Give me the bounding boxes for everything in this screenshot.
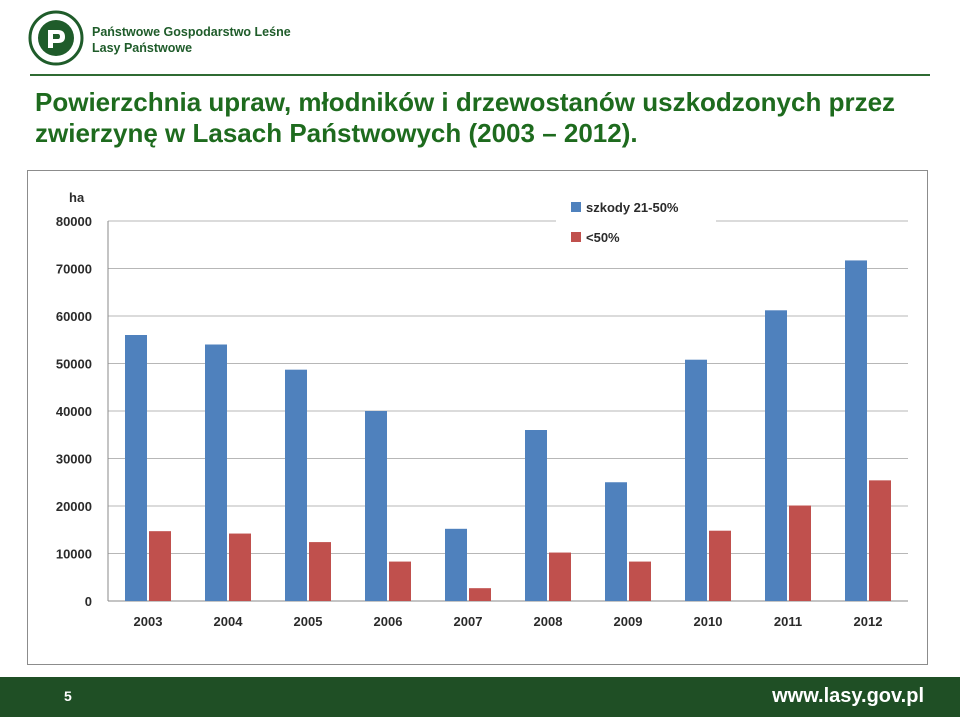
y-tick-label: 0 xyxy=(85,594,92,609)
brand-line1: Państwowe Gospodarstwo Leśne xyxy=(92,25,291,39)
y-axis-unit-label: ha xyxy=(69,190,85,205)
x-tick-label: 2007 xyxy=(454,614,483,629)
bar-szkody-21-50-2003 xyxy=(125,335,147,601)
legend-swatch xyxy=(571,202,581,212)
header: Państwowe Gospodarstwo Leśne Lasy Państw… xyxy=(0,0,960,78)
brand-text: Państwowe Gospodarstwo Leśne Lasy Państw… xyxy=(92,24,291,56)
x-tick-label: 2009 xyxy=(614,614,643,629)
site-url[interactable]: www.lasy.gov.pl xyxy=(772,685,924,707)
chart-frame: 0 10000 20000 30000 40000 50000 60000 70000 8000… xyxy=(27,170,928,665)
y-tick-label: 30000 xyxy=(56,452,92,467)
bar-lt-50-2008 xyxy=(549,552,571,601)
legend: szkody 21-50% <50% xyxy=(556,191,716,255)
bar-szkody-21-50-2008 xyxy=(525,430,547,601)
y-tick-label: 10000 xyxy=(56,547,92,562)
y-tick-label: 80000 xyxy=(56,214,92,229)
bar-lt-50-2010 xyxy=(709,530,731,601)
legend-swatch xyxy=(571,232,581,242)
x-tick-label: 2011 xyxy=(774,614,802,629)
x-tick-label: 2010 xyxy=(694,614,723,629)
x-tick-label: 2012 xyxy=(854,614,883,629)
x-tick-label: 2008 xyxy=(534,614,563,629)
bar-szkody-21-50-2011 xyxy=(765,310,787,601)
legend-label: <50% xyxy=(586,230,620,245)
y-tick-label: 20000 xyxy=(56,499,92,514)
bar-lt-50-2004 xyxy=(229,533,251,601)
bar-lt-50-2005 xyxy=(309,542,331,601)
x-tick-label: 2006 xyxy=(374,614,403,629)
lasy-panstwowe-logo xyxy=(28,10,84,66)
bar-lt-50-2009 xyxy=(629,561,651,601)
header-divider xyxy=(30,74,930,76)
bar-szkody-21-50-2005 xyxy=(285,369,307,601)
y-tick-label: 40000 xyxy=(56,404,92,419)
slide-title: Powierzchnia upraw, młodników i drzewost… xyxy=(35,87,896,148)
bar-szkody-21-50-2004 xyxy=(205,344,227,601)
brand-line2: Lasy Państwowe xyxy=(92,41,193,55)
y-tick-label: 70000 xyxy=(56,262,92,277)
bar-szkody-21-50-2009 xyxy=(605,482,627,601)
gridlines xyxy=(108,220,908,554)
bars xyxy=(125,260,891,601)
legend-label: szkody 21-50% xyxy=(586,200,679,215)
footer-bar: 5 www.lasy.gov.pl xyxy=(0,677,960,717)
page-number: 5 xyxy=(64,688,72,704)
x-tick-label: 2004 xyxy=(214,614,244,629)
legend-background xyxy=(556,191,716,255)
bar-lt-50-2011 xyxy=(789,505,811,601)
bar-szkody-21-50-2012 xyxy=(845,260,867,601)
bar-lt-50-2006 xyxy=(389,561,411,601)
x-tick-label: 2005 xyxy=(294,614,323,629)
tick-labels: 0 10000 20000 30000 40000 50000 60000 70000 8000… xyxy=(56,190,883,629)
bar-szkody-21-50-2007 xyxy=(445,528,467,601)
bar-lt-50-2012 xyxy=(869,480,891,601)
bar-szkody-21-50-2010 xyxy=(685,359,707,601)
x-tick-label: 2003 xyxy=(134,614,163,629)
y-tick-label: 60000 xyxy=(56,309,92,324)
bar-lt-50-2003 xyxy=(149,531,171,601)
bar-szkody-21-50-2006 xyxy=(365,411,387,601)
bar-lt-50-2007 xyxy=(469,588,491,601)
y-tick-label: 50000 xyxy=(56,357,92,372)
bar-chart: 0 10000 20000 30000 40000 50000 60000 70000 8000… xyxy=(56,190,908,629)
